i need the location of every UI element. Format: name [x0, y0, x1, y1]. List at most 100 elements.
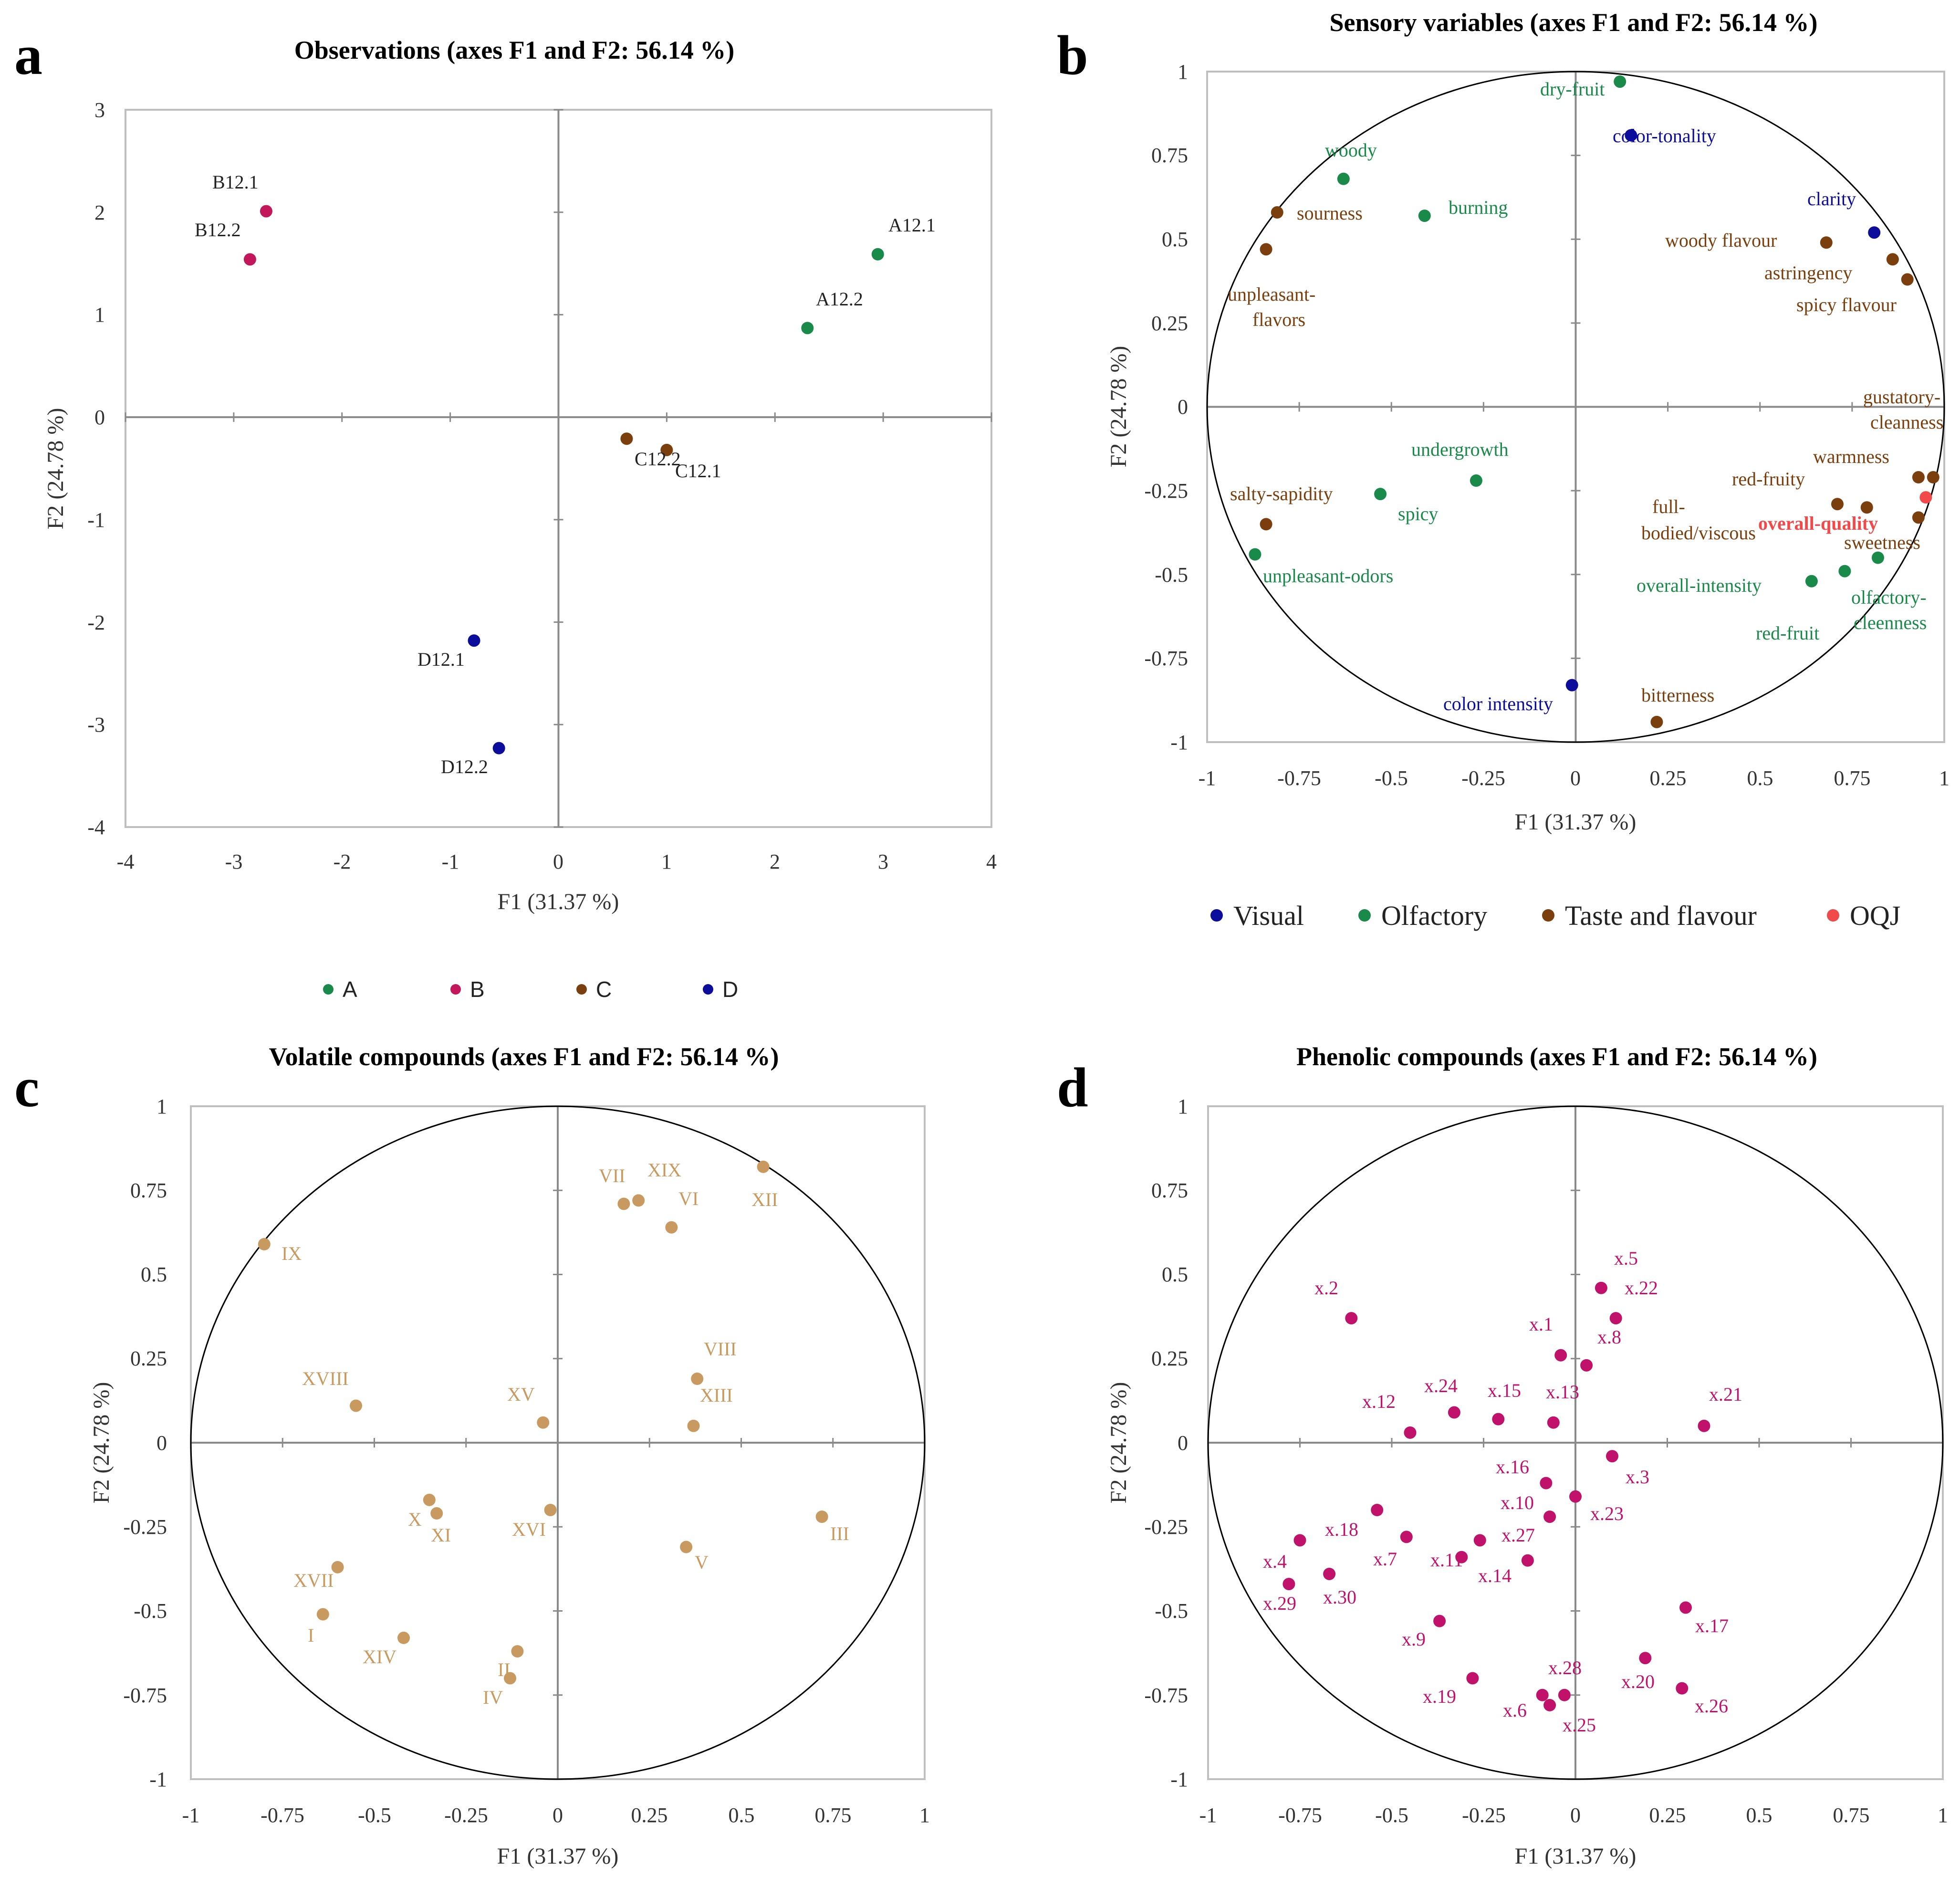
legend-marker-C: [576, 984, 587, 995]
panel-b-x-ticks: -1 -0.75 -0.5 -0.25 0 0.25 0.5 0.75 1: [1199, 766, 1950, 790]
panel-a-axes: [125, 109, 992, 828]
point-label-line-1: full-: [1652, 496, 1685, 517]
point-label: II: [498, 1659, 511, 1680]
panel-b-y-ticks: -1 -0.75 -0.5 -0.25 0 0.25 0.5 0.75 1: [1144, 60, 1188, 754]
point-label-line-1: gustatory-: [1863, 386, 1940, 408]
y-tick-label: 1: [1178, 1095, 1188, 1118]
point-x-11: [1455, 1551, 1468, 1563]
point-vii: [617, 1197, 630, 1210]
x-tick-label: -1: [1199, 1804, 1217, 1827]
point-label: V: [695, 1552, 709, 1573]
y-tick-label: -3: [87, 713, 105, 736]
point-x-20: [1639, 1652, 1652, 1665]
point-b12-1: [260, 205, 272, 218]
point-iii: [815, 1510, 828, 1523]
point-label: overall-intensity: [1637, 575, 1762, 596]
point-label: salty-sapidity: [1230, 483, 1333, 504]
point-v: [680, 1541, 693, 1553]
point-label: VII: [599, 1165, 626, 1186]
x-tick-label: -0.75: [1277, 766, 1321, 790]
panel-d-x-ticks: -1 -0.75 -0.5 -0.25 0 0.25 0.5 0.75 1: [1199, 1804, 1948, 1827]
point-c12-1: [660, 443, 673, 456]
y-tick-label: 1: [156, 1095, 167, 1118]
point-d12-2: [492, 742, 505, 755]
x-tick-label: -0.5: [1375, 766, 1408, 790]
x-tick-label: -1: [182, 1804, 200, 1827]
y-tick-label: -0.25: [1144, 1515, 1188, 1539]
point-label: C12.2: [635, 448, 681, 470]
panel-b-point-labels: dry-fruit color-tonality woody sourness …: [1228, 78, 1943, 714]
correlation-circle: [1207, 1105, 1944, 1780]
point-label: woody: [1325, 139, 1377, 161]
y-tick-label: -1: [1170, 731, 1188, 754]
x-tick-label: 0.75: [1834, 766, 1871, 790]
point-vi: [665, 1221, 678, 1234]
point-x-7: [1400, 1531, 1413, 1543]
panel-letter-b: b: [1057, 24, 1088, 86]
point-label: IV: [483, 1687, 503, 1708]
x-tick-label: -0.5: [1375, 1804, 1408, 1827]
point-x-14: [1521, 1554, 1534, 1567]
point-label: X: [408, 1509, 422, 1530]
point-warmness: [1912, 471, 1925, 484]
point-x-1: [1554, 1349, 1567, 1362]
point-ix: [258, 1238, 271, 1251]
x-tick-label: -0.25: [1462, 1804, 1506, 1827]
point-label: x.18: [1325, 1519, 1358, 1540]
point-label-overall-quality: overall-quality: [1758, 513, 1878, 534]
point-label: B12.1: [212, 171, 259, 193]
panel-letter-a: a: [14, 24, 42, 86]
point-label: A12.1: [888, 214, 936, 236]
point-label: x.30: [1323, 1586, 1356, 1608]
point-label: VI: [678, 1188, 699, 1209]
x-tick-label: -2: [334, 850, 351, 873]
point-label: x.7: [1373, 1548, 1397, 1570]
point-x-16: [1540, 1477, 1553, 1489]
legend-label-taste-flavour: Taste and flavour: [1565, 900, 1757, 931]
point-undergrowth: [1470, 474, 1482, 487]
legend-label-A: A: [343, 977, 357, 1002]
point-label: D12.1: [417, 649, 465, 670]
panel-a-points: [243, 205, 884, 755]
point-olfactory-cleenness: [1838, 565, 1851, 577]
point-x-28: [1558, 1688, 1571, 1701]
y-tick-label: 0.5: [1162, 1263, 1188, 1286]
point-x-13: [1547, 1416, 1560, 1429]
legend-label-B: B: [470, 977, 485, 1002]
point-label: C12.1: [675, 460, 721, 482]
point-xiv: [397, 1631, 410, 1644]
x-tick-label: 0: [1570, 766, 1581, 790]
point-label: x.2: [1314, 1277, 1338, 1299]
point-label: D12.2: [441, 756, 488, 777]
x-tick-label: 0.5: [1746, 1804, 1772, 1827]
point-label: x.12: [1362, 1391, 1396, 1412]
panel-c-title: Volatile compounds (axes F1 and F2: 56.1…: [269, 1042, 779, 1071]
point-x-18: [1371, 1504, 1384, 1516]
y-tick-label: -0.5: [1155, 563, 1188, 587]
panel-d-x-axis-label: F1 (31.37 %): [1515, 1844, 1637, 1869]
y-tick-label: 0: [94, 406, 105, 429]
panel-c-y-ticks: -1 -0.75 -0.5 -0.25 0 0.25 0.5 0.75 1: [123, 1095, 167, 1791]
point-x-23: [1569, 1490, 1582, 1503]
panel-d-points: [1282, 1281, 1710, 1711]
point-x-12: [1404, 1426, 1417, 1439]
y-tick-label: 0.75: [130, 1179, 167, 1202]
panel-c-point-labels: XII VII XIX VI IX VIII XIII XVIII XV X X…: [281, 1159, 849, 1708]
point-x-29: [1282, 1578, 1295, 1591]
point-label-line-2: cleenness: [1854, 612, 1927, 633]
point-label-line-1: unpleasant-: [1228, 283, 1315, 305]
point-a12-1: [871, 248, 884, 261]
panel-d-axes: [1207, 1105, 1944, 1780]
y-tick-label: -1: [1170, 1768, 1188, 1791]
point-iv: [504, 1672, 517, 1685]
point-xviii: [350, 1399, 363, 1412]
point-color-intensity: [1565, 679, 1578, 692]
x-tick-label: -3: [225, 850, 243, 873]
point-xvii: [331, 1561, 344, 1573]
point-label: spicy flavour: [1796, 294, 1897, 315]
panel-a-point-labels: A12.1 A12.2 B12.1 B12.2 C12.2 C12.1 D12.…: [195, 171, 936, 777]
point-label: x.10: [1501, 1492, 1534, 1513]
legend-marker-A: [323, 984, 334, 995]
point-label: color-tonality: [1613, 125, 1716, 147]
point-label: x.25: [1563, 1714, 1596, 1736]
